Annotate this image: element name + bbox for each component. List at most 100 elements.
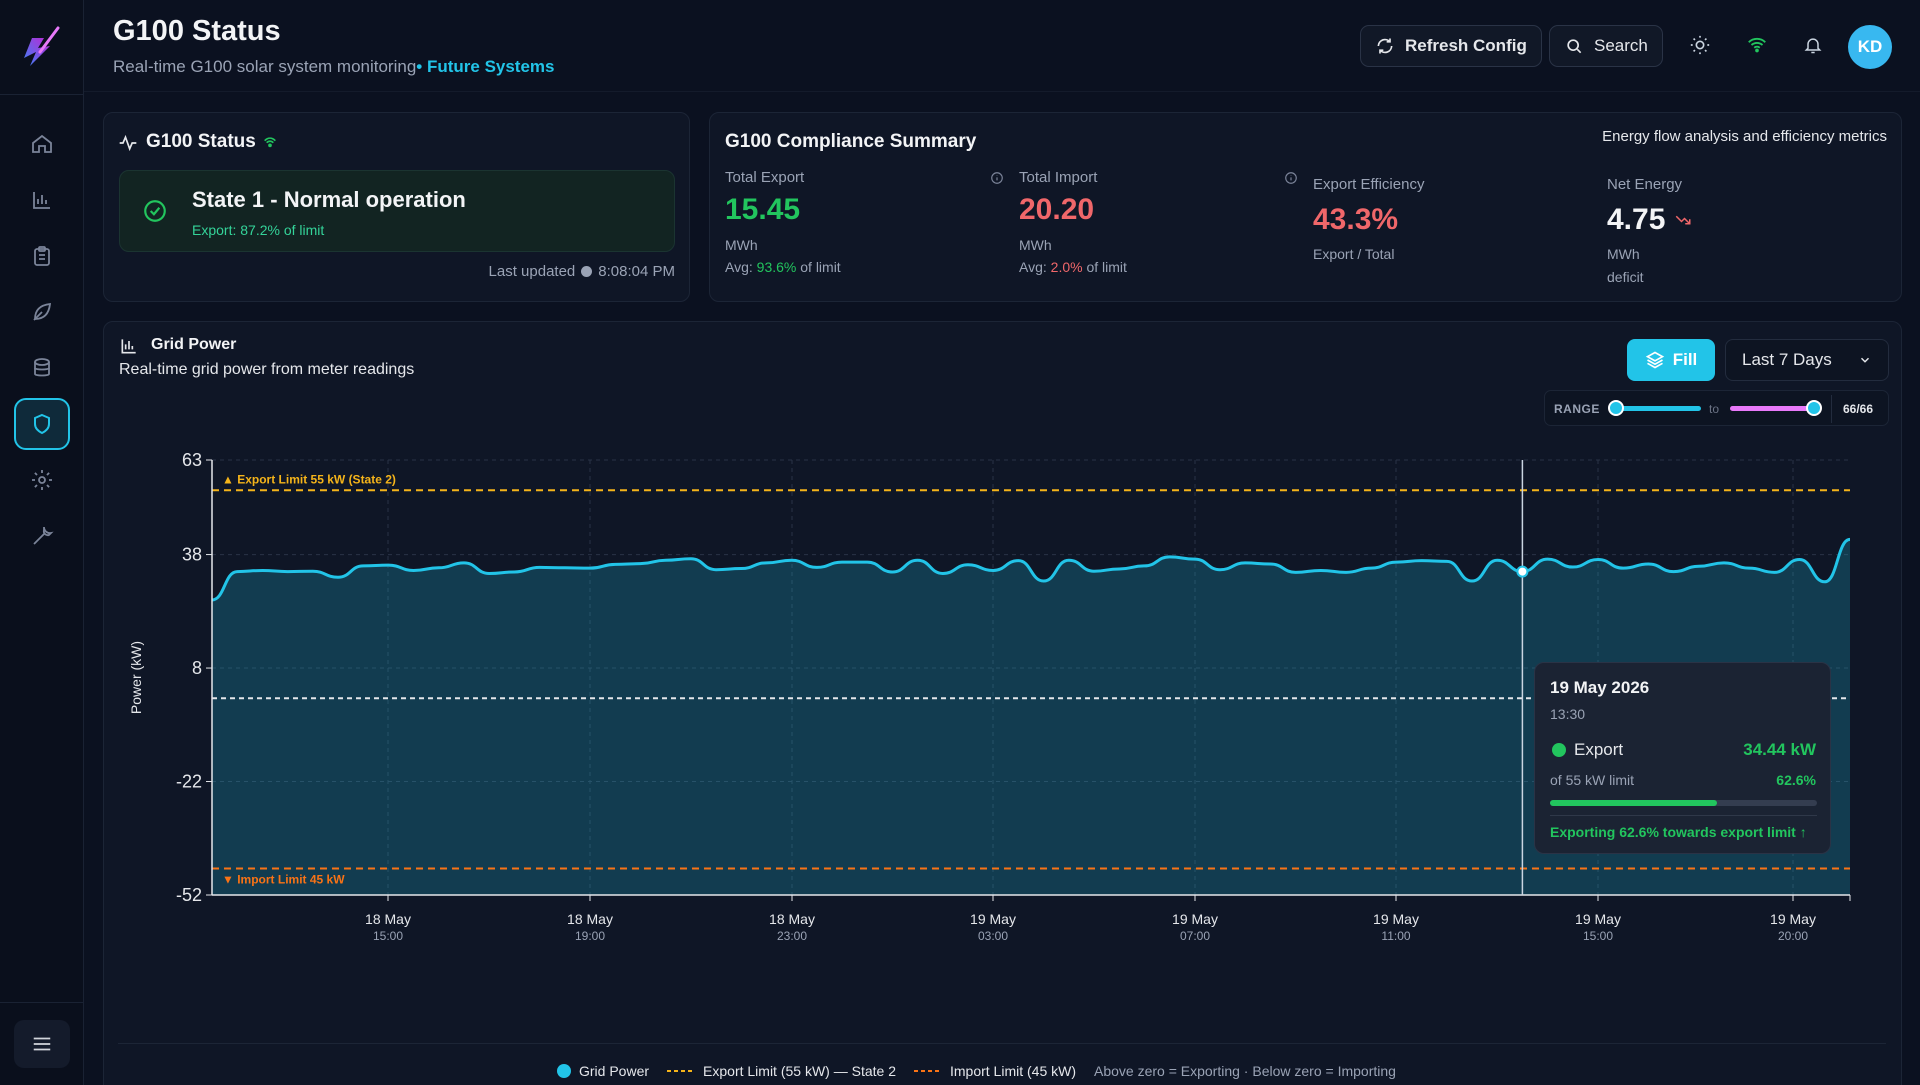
x-tick-date: 18 May — [769, 911, 815, 927]
tooltip-of-limit: of 55 kW limit — [1550, 772, 1635, 788]
export-efficiency-sub: Export / Total — [1313, 246, 1395, 262]
sidebar-item-database[interactable] — [14, 342, 70, 394]
legend-dash-icon — [667, 1070, 696, 1072]
header: G100 Status Real-time G100 solar system … — [84, 0, 1920, 92]
x-tick-time: 15:00 — [1583, 929, 1613, 943]
legend-dash-icon — [913, 1070, 942, 1072]
theme-toggle[interactable] — [1687, 32, 1713, 58]
bar-chart-icon — [33, 192, 50, 209]
sidebar-item-reports[interactable] — [14, 230, 70, 282]
home-icon — [32, 134, 52, 153]
refresh-icon — [1377, 38, 1393, 54]
info-icon[interactable] — [990, 171, 1004, 185]
total-export-label: Total Export — [725, 169, 805, 186]
compliance-summary-card: G100 Compliance Summary Energy flow anal… — [709, 112, 1902, 302]
x-tick-date: 18 May — [567, 911, 613, 927]
signal-icon — [264, 137, 276, 148]
import-limit-label: ▼ Import Limit 45 kW — [222, 873, 345, 887]
bolt-logo-icon — [24, 26, 60, 66]
total-import-value: 20.20 — [1019, 193, 1095, 226]
page-subtitle: Real-time G100 solar system monitoring• … — [113, 57, 555, 77]
grid-power-title: Grid Power — [151, 336, 237, 353]
range-end-handle[interactable] — [1806, 400, 1822, 416]
net-energy-value: 4.75 — [1607, 203, 1666, 236]
time-range-select[interactable]: Last 7 Days — [1725, 339, 1889, 381]
x-tick-time: 03:00 — [978, 929, 1008, 943]
y-tick-label: -52 — [176, 885, 202, 905]
x-tick-time: 15:00 — [373, 929, 403, 943]
x-tick-time: 11:00 — [1381, 929, 1410, 943]
info-icon[interactable] — [1284, 171, 1298, 185]
tooltip-series-dot — [1552, 743, 1566, 757]
trending-down-icon — [1675, 215, 1691, 225]
legend-grid-power[interactable]: Grid Power — [557, 1063, 649, 1079]
bar-chart-icon — [121, 339, 136, 354]
sidebar-item-compliance[interactable] — [14, 398, 70, 450]
gear-icon — [32, 470, 52, 490]
total-import-avg: Avg: 2.0% of limit — [1019, 259, 1127, 275]
fill-toggle-button[interactable]: Fill — [1627, 339, 1715, 381]
sidebar-item-home[interactable] — [14, 118, 70, 170]
sidebar-divider-bottom — [0, 1002, 84, 1003]
status-card: G100 Status State 1 - Normal operation E… — [103, 112, 690, 302]
legend-import-limit-label: Import Limit (45 kW) — [949, 1063, 1076, 1079]
clock-dot-icon — [581, 266, 593, 277]
x-tick-date: 19 May — [1770, 911, 1816, 927]
clipboard-icon — [34, 246, 50, 266]
x-tick-date: 19 May — [1373, 911, 1419, 927]
grid-power-area — [212, 539, 1850, 895]
page-title: G100 Status — [113, 15, 281, 47]
range-start-track — [1616, 406, 1701, 411]
app-logo[interactable] — [18, 24, 64, 70]
legend-import-limit[interactable]: Import Limit (45 kW) — [913, 1063, 1076, 1079]
range-end-track — [1730, 406, 1815, 411]
refresh-config-label: Refresh Config — [1405, 36, 1527, 55]
check-circle-icon — [144, 200, 166, 222]
database-icon — [34, 358, 50, 377]
layers-icon — [1645, 351, 1664, 369]
org-name[interactable]: • Future Systems — [416, 57, 555, 76]
net-energy-unit: MWh — [1607, 246, 1640, 262]
y-axis-label: Power (kW) — [128, 641, 144, 714]
time-range-value: Last 7 Days — [1742, 350, 1832, 369]
search-button[interactable]: Search — [1549, 25, 1663, 67]
chart-tooltip: 19 May 2026 13:30 Export 34.44 kW of 55 … — [1534, 662, 1831, 854]
sun-icon — [1690, 35, 1710, 55]
last-updated-time: 8:08:04 PM — [598, 263, 675, 280]
x-tick-date: 19 May — [1575, 911, 1621, 927]
avg-prefix: Avg: — [1019, 259, 1051, 275]
hover-point — [1516, 565, 1529, 578]
sidebar-item-analytics[interactable] — [14, 174, 70, 226]
sidebar-item-tools[interactable] — [14, 510, 70, 562]
export-efficiency-value: 43.3% — [1313, 203, 1399, 236]
avg-suffix: of limit — [1082, 259, 1127, 275]
y-tick-label: 8 — [192, 658, 202, 678]
menu-button[interactable] — [14, 1020, 70, 1068]
search-icon — [1567, 39, 1582, 54]
x-tick-time: 23:00 — [777, 929, 807, 943]
range-start-handle[interactable] — [1608, 400, 1624, 416]
legend-divider — [118, 1043, 1886, 1044]
legend-note: Above zero = Exporting · Below zero = Im… — [1094, 1063, 1396, 1079]
refresh-config-button[interactable]: Refresh Config — [1360, 25, 1542, 67]
tooltip-message: Exporting 62.6% towards export limit ↑ — [1550, 824, 1807, 840]
net-energy-label: Net Energy — [1607, 176, 1683, 193]
sidebar-item-settings[interactable] — [14, 454, 70, 506]
bell-icon — [1804, 38, 1822, 54]
avg-suffix: of limit — [796, 259, 841, 275]
summary-note: Energy flow analysis and efficiency metr… — [1602, 128, 1887, 145]
chart-legend: Grid Power Export Limit (55 kW) — State … — [557, 1063, 1396, 1079]
legend-export-limit[interactable]: Export Limit (55 kW) — State 2 — [667, 1063, 896, 1079]
y-tick-label: 38 — [182, 545, 202, 565]
sidebar-divider — [0, 94, 84, 95]
avg-prefix: Avg: — [725, 259, 757, 275]
legend-grid-power-label: Grid Power — [579, 1063, 650, 1079]
grid-power-subtitle: Real-time grid power from meter readings — [119, 361, 415, 378]
total-import-label: Total Import — [1019, 169, 1098, 186]
connection-status[interactable] — [1744, 32, 1770, 58]
notifications-button[interactable] — [1800, 32, 1826, 58]
x-tick-date: 19 May — [1172, 911, 1218, 927]
avatar[interactable]: KD — [1848, 25, 1892, 69]
sidebar-item-sustainability[interactable] — [14, 286, 70, 338]
